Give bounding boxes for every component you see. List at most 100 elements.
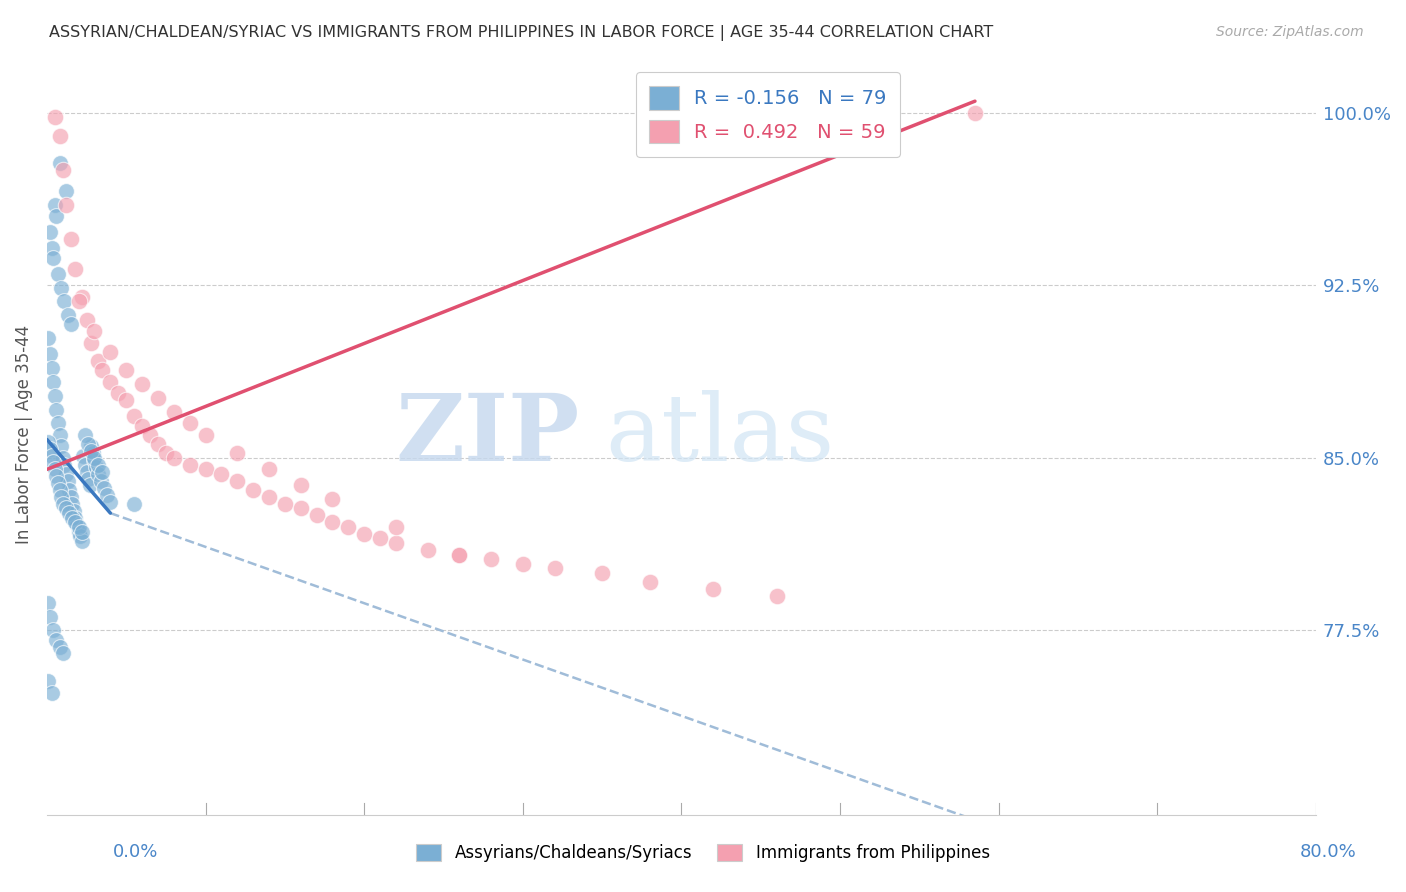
Point xyxy=(82,446,104,460)
Point xyxy=(512,557,534,571)
Point xyxy=(98,494,121,508)
Point xyxy=(55,467,77,481)
Point xyxy=(39,442,62,456)
Point xyxy=(91,465,114,479)
Point xyxy=(77,437,100,451)
Point xyxy=(44,389,66,403)
Text: ZIP: ZIP xyxy=(395,390,579,480)
Point xyxy=(58,483,80,497)
Point xyxy=(67,524,90,539)
Point xyxy=(41,685,63,699)
Point xyxy=(46,267,69,281)
Point xyxy=(122,409,145,424)
Point xyxy=(44,110,66,124)
Text: ASSYRIAN/CHALDEAN/SYRIAC VS IMMIGRANTS FROM PHILIPPINES IN LABOR FORCE | AGE 35-: ASSYRIAN/CHALDEAN/SYRIAC VS IMMIGRANTS F… xyxy=(49,25,994,41)
Point xyxy=(55,184,77,198)
Point xyxy=(80,444,103,458)
Point xyxy=(45,402,67,417)
Point xyxy=(479,552,502,566)
Point xyxy=(59,232,82,246)
Point xyxy=(48,483,70,497)
Point xyxy=(84,460,107,475)
Point xyxy=(55,198,77,212)
Point xyxy=(963,105,986,120)
Point xyxy=(69,529,91,543)
Point xyxy=(51,439,73,453)
Legend: R = -0.156   N = 79, R =  0.492   N = 59: R = -0.156 N = 79, R = 0.492 N = 59 xyxy=(636,72,900,157)
Point xyxy=(86,467,108,481)
Point xyxy=(638,575,661,590)
Point xyxy=(67,294,90,309)
Point xyxy=(37,331,59,345)
Point xyxy=(163,450,186,465)
Point xyxy=(51,490,73,504)
Point xyxy=(179,458,201,472)
Point xyxy=(449,548,471,562)
Point xyxy=(86,458,108,472)
Point xyxy=(257,462,280,476)
Point xyxy=(48,128,70,143)
Point xyxy=(59,318,82,332)
Point xyxy=(543,561,565,575)
Point xyxy=(337,520,360,534)
Point xyxy=(321,516,343,530)
Point xyxy=(42,251,65,265)
Point xyxy=(46,476,69,491)
Point xyxy=(290,501,312,516)
Point xyxy=(42,455,65,469)
Point xyxy=(58,506,80,520)
Point xyxy=(48,156,70,170)
Point xyxy=(80,439,103,453)
Point xyxy=(48,427,70,442)
Point xyxy=(37,674,59,689)
Point xyxy=(98,375,121,389)
Point xyxy=(226,446,249,460)
Point xyxy=(163,405,186,419)
Point xyxy=(96,488,118,502)
Point xyxy=(242,483,264,497)
Point xyxy=(765,589,787,603)
Point xyxy=(107,386,129,401)
Point xyxy=(45,209,67,223)
Point xyxy=(209,467,232,481)
Point xyxy=(131,418,153,433)
Point xyxy=(146,437,169,451)
Point xyxy=(368,532,391,546)
Point xyxy=(98,345,121,359)
Point xyxy=(73,458,96,472)
Point xyxy=(41,361,63,376)
Point xyxy=(290,478,312,492)
Point xyxy=(46,417,69,431)
Y-axis label: In Labor Force | Age 35-44: In Labor Force | Age 35-44 xyxy=(15,326,32,544)
Point xyxy=(83,450,105,465)
Point xyxy=(449,548,471,562)
Text: 80.0%: 80.0% xyxy=(1301,843,1357,861)
Text: 0.0%: 0.0% xyxy=(112,843,157,861)
Point xyxy=(73,427,96,442)
Point xyxy=(274,497,297,511)
Point xyxy=(56,308,79,322)
Legend: Assyrians/Chaldeans/Syriacs, Immigrants from Philippines: Assyrians/Chaldeans/Syriacs, Immigrants … xyxy=(408,836,998,871)
Point xyxy=(70,524,93,539)
Point xyxy=(91,363,114,377)
Point xyxy=(65,516,87,530)
Point xyxy=(53,458,76,472)
Point xyxy=(60,510,83,524)
Point xyxy=(59,490,82,504)
Text: Source: ZipAtlas.com: Source: ZipAtlas.com xyxy=(1216,25,1364,39)
Point xyxy=(115,363,138,377)
Point xyxy=(39,609,62,624)
Point xyxy=(45,469,67,483)
Point xyxy=(67,520,90,534)
Point xyxy=(80,335,103,350)
Point xyxy=(353,526,375,541)
Point xyxy=(226,474,249,488)
Point xyxy=(41,242,63,256)
Point xyxy=(305,508,328,523)
Point xyxy=(146,391,169,405)
Point xyxy=(60,497,83,511)
Point xyxy=(70,533,93,548)
Point xyxy=(86,354,108,368)
Point xyxy=(53,294,76,309)
Point xyxy=(39,347,62,361)
